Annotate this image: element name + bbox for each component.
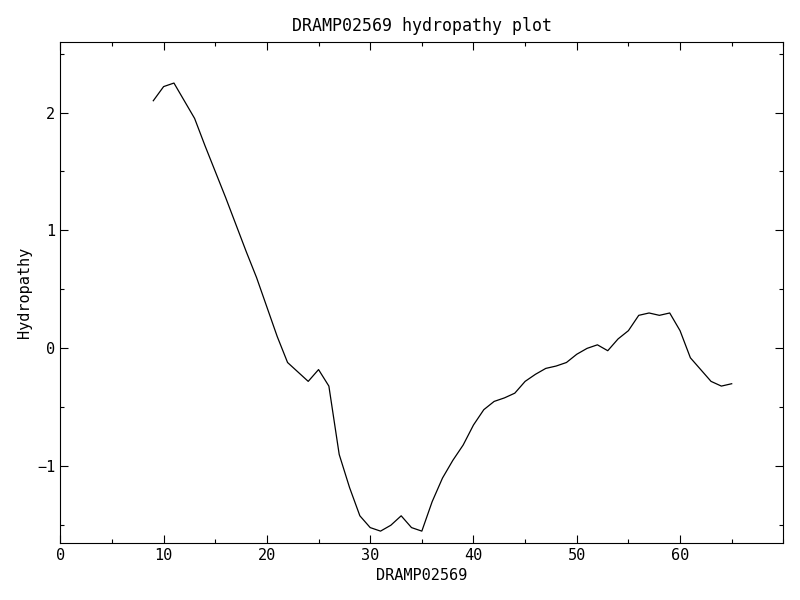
Title: DRAMP02569 hydropathy plot: DRAMP02569 hydropathy plot <box>292 17 552 35</box>
Y-axis label: Hydropathy: Hydropathy <box>17 247 32 338</box>
X-axis label: DRAMP02569: DRAMP02569 <box>376 568 467 583</box>
